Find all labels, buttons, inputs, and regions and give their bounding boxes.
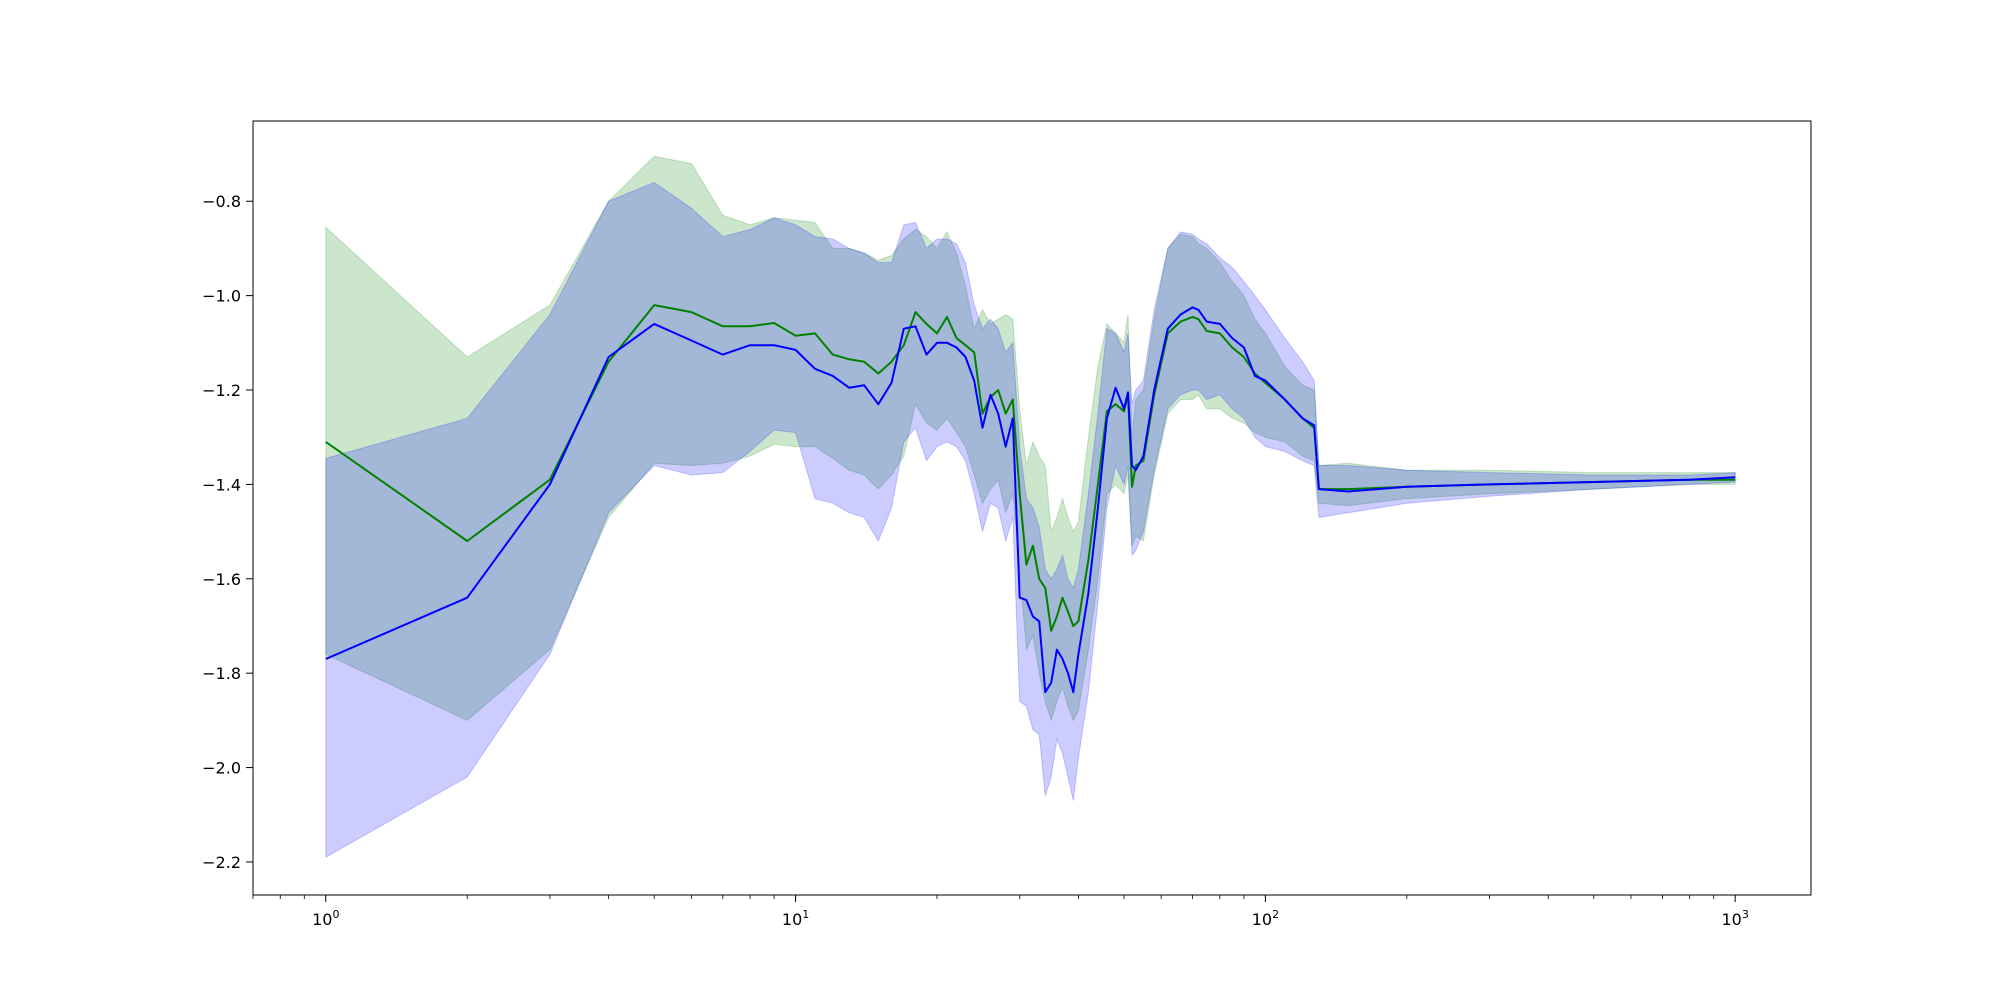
y-tick-label: −1.0 <box>202 287 241 306</box>
y-tick-label: −1.4 <box>202 475 241 494</box>
axes: −0.8 −1.0 −1.2 −1.4 −1.6 −1.8 −2.0 −2.2 100 101 10… <box>202 120 1812 929</box>
series-line-1 <box>325 304 1736 632</box>
series-line-2 <box>325 306 1736 694</box>
y-tick-label: −1.2 <box>202 381 241 400</box>
y-tick-label: −2.0 <box>202 759 241 778</box>
axes-frame <box>252 120 1812 896</box>
y-tick-label: −2.2 <box>202 853 241 872</box>
x-tick-label: 102 <box>1252 908 1279 929</box>
y-tick-label: −1.8 <box>202 664 241 683</box>
y-tick-label: −0.8 <box>202 192 241 211</box>
x-tick-label: 100 <box>312 908 339 929</box>
y-tick-label: −1.6 <box>202 570 241 589</box>
x-tick-label: 103 <box>1722 908 1749 929</box>
confidence-band-1 <box>325 155 1736 723</box>
plot-area <box>325 155 1736 859</box>
x-tick-label: 101 <box>782 908 809 929</box>
confidence-band-2 <box>325 181 1736 859</box>
